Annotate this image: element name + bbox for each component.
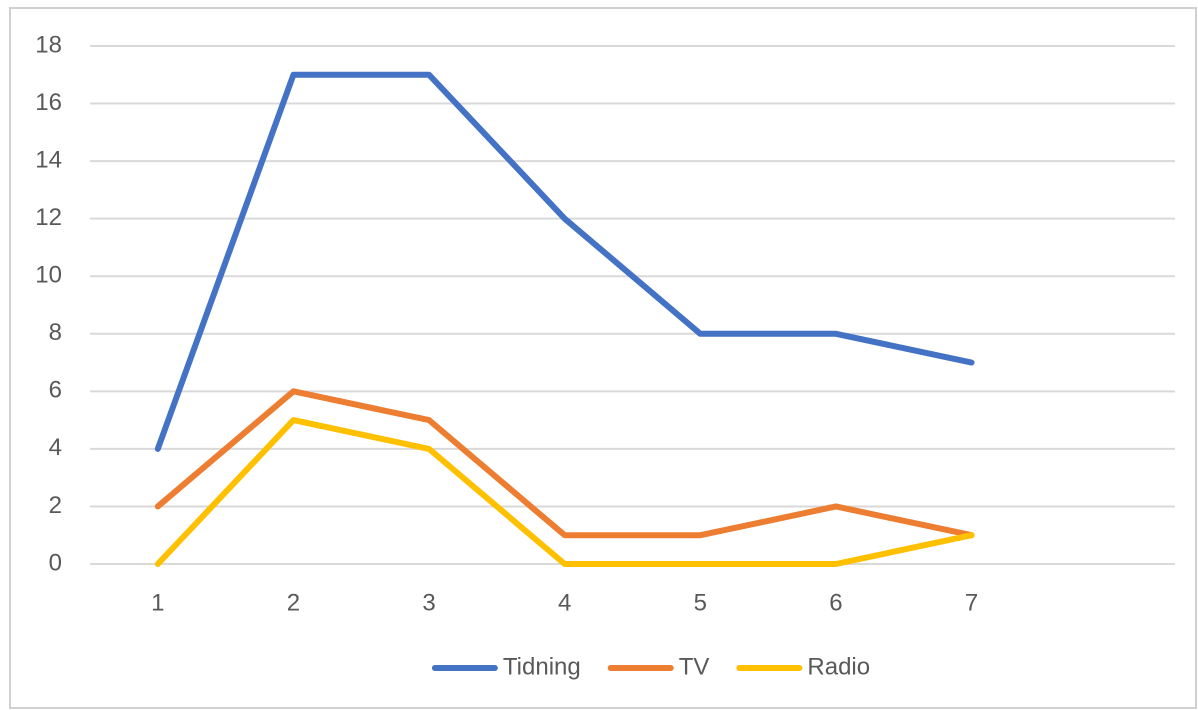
y-tick-label: 14 — [35, 146, 62, 173]
y-tick-label: 8 — [49, 319, 62, 346]
legend-label: Radio — [807, 653, 870, 680]
x-tick-label: 4 — [558, 589, 571, 616]
y-tick-label: 18 — [35, 31, 62, 58]
chart-border — [9, 7, 1197, 709]
x-tick-label: 3 — [422, 589, 435, 616]
series-line — [154, 388, 975, 539]
y-tick-label: 2 — [49, 492, 62, 519]
y-tick-label: 16 — [35, 89, 62, 116]
y-tick-label: 6 — [49, 377, 62, 404]
y-tick-label: 0 — [49, 549, 62, 576]
legend-label: TV — [679, 653, 710, 680]
series-line — [154, 417, 975, 567]
x-tick-label: 6 — [829, 589, 842, 616]
legend-label: Tidning — [503, 653, 581, 680]
x-tick-label: 1 — [151, 589, 164, 616]
y-tick-label: 12 — [35, 204, 62, 231]
x-tick-label: 2 — [287, 589, 300, 616]
series-line — [154, 71, 975, 452]
y-tick-label: 4 — [49, 434, 62, 461]
y-tick-label: 10 — [35, 262, 62, 289]
x-tick-label: 5 — [694, 589, 707, 616]
x-tick-label: 7 — [965, 589, 978, 616]
